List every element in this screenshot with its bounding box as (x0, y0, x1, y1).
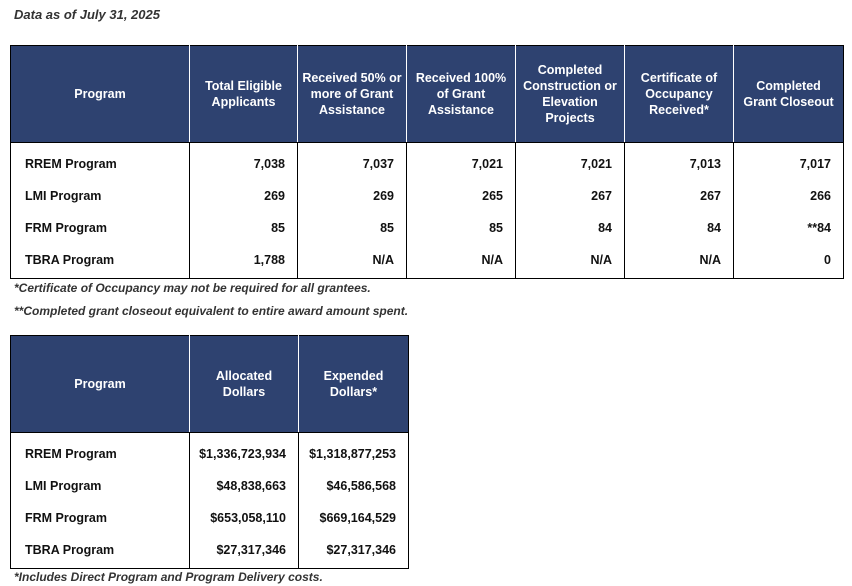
program-name: LMI Program (10, 470, 190, 502)
received-100-percent-value: N/A (406, 244, 516, 279)
received-100-percent-value: 265 (406, 180, 516, 212)
allocated-dollars-value: $653,058,110 (189, 502, 299, 534)
table-header-row: Program Allocated Dollars Expended Dolla… (10, 335, 409, 433)
program-name: TBRA Program (10, 534, 190, 569)
certificate-of-occupancy-value: N/A (624, 244, 734, 279)
table-row: RREM Program $1,336,723,934 $1,318,877,2… (10, 432, 409, 470)
allocated-dollars-value: $48,838,663 (189, 470, 299, 502)
expended-dollars-value: $1,318,877,253 (298, 432, 409, 470)
program-name: RREM Program (10, 432, 190, 470)
allocated-dollars-value: $1,336,723,934 (189, 432, 299, 470)
program-name: LMI Program (10, 180, 190, 212)
received-50-percent-value: 7,037 (297, 142, 407, 180)
column-header-certificate-of-occupancy: Certificate of Occupancy Received* (624, 45, 734, 143)
received-50-percent-value: 85 (297, 212, 407, 244)
grant-progress-table: Program Total Eligible Applicants Receiv… (10, 45, 844, 279)
completed-grant-closeout-value: 266 (733, 180, 844, 212)
program-name: RREM Program (10, 142, 190, 180)
program-name: TBRA Program (10, 244, 190, 279)
received-100-percent-value: 85 (406, 212, 516, 244)
certificate-of-occupancy-value: 7,013 (624, 142, 734, 180)
expended-dollars-value: $46,586,568 (298, 470, 409, 502)
column-header-expended-dollars: Expended Dollars* (298, 335, 409, 433)
footnote-certificate-of-occupancy: *Certificate of Occupancy may not be req… (14, 281, 371, 295)
table-row: TBRA Program $27,317,346 $27,317,346 (10, 534, 409, 569)
table-row: LMI Program 269 269 265 267 267 266 (10, 180, 844, 212)
column-header-completed-construction: Completed Construction or Elevation Proj… (515, 45, 625, 143)
table-row: FRM Program 85 85 85 84 84 **84 (10, 212, 844, 244)
total-eligible-applicants-value: 7,038 (189, 142, 298, 180)
column-header-program: Program (10, 335, 190, 433)
received-100-percent-value: 7,021 (406, 142, 516, 180)
column-header-program: Program (10, 45, 190, 143)
total-eligible-applicants-value: 269 (189, 180, 298, 212)
allocated-dollars-value: $27,317,346 (189, 534, 299, 569)
program-name: FRM Program (10, 502, 190, 534)
table-header-row: Program Total Eligible Applicants Receiv… (10, 45, 844, 143)
data-as-of-date: Data as of July 31, 2025 (14, 7, 160, 22)
column-header-received-100-percent: Received 100% of Grant Assistance (406, 45, 516, 143)
completed-construction-value: 7,021 (515, 142, 625, 180)
completed-grant-closeout-value: **84 (733, 212, 844, 244)
completed-construction-value: 267 (515, 180, 625, 212)
program-name: FRM Program (10, 212, 190, 244)
grant-dollars-table: Program Allocated Dollars Expended Dolla… (10, 335, 409, 569)
column-header-total-eligible-applicants: Total Eligible Applicants (189, 45, 298, 143)
footnote-expended-dollars: *Includes Direct Program and Program Del… (14, 570, 323, 584)
table-row: RREM Program 7,038 7,037 7,021 7,021 7,0… (10, 142, 844, 180)
table-row: TBRA Program 1,788 N/A N/A N/A N/A 0 (10, 244, 844, 279)
completed-construction-value: N/A (515, 244, 625, 279)
column-header-completed-grant-closeout: Completed Grant Closeout (733, 45, 844, 143)
completed-grant-closeout-value: 0 (733, 244, 844, 279)
received-50-percent-value: N/A (297, 244, 407, 279)
completed-construction-value: 84 (515, 212, 625, 244)
received-50-percent-value: 269 (297, 180, 407, 212)
expended-dollars-value: $669,164,529 (298, 502, 409, 534)
table-row: FRM Program $653,058,110 $669,164,529 (10, 502, 409, 534)
footnote-grant-closeout: **Completed grant closeout equivalent to… (14, 304, 409, 318)
column-header-received-50-percent: Received 50% or more of Grant Assistance (297, 45, 407, 143)
column-header-allocated-dollars: Allocated Dollars (189, 335, 299, 433)
total-eligible-applicants-value: 1,788 (189, 244, 298, 279)
table-row: LMI Program $48,838,663 $46,586,568 (10, 470, 409, 502)
total-eligible-applicants-value: 85 (189, 212, 298, 244)
certificate-of-occupancy-value: 84 (624, 212, 734, 244)
completed-grant-closeout-value: 7,017 (733, 142, 844, 180)
expended-dollars-value: $27,317,346 (298, 534, 409, 569)
certificate-of-occupancy-value: 267 (624, 180, 734, 212)
